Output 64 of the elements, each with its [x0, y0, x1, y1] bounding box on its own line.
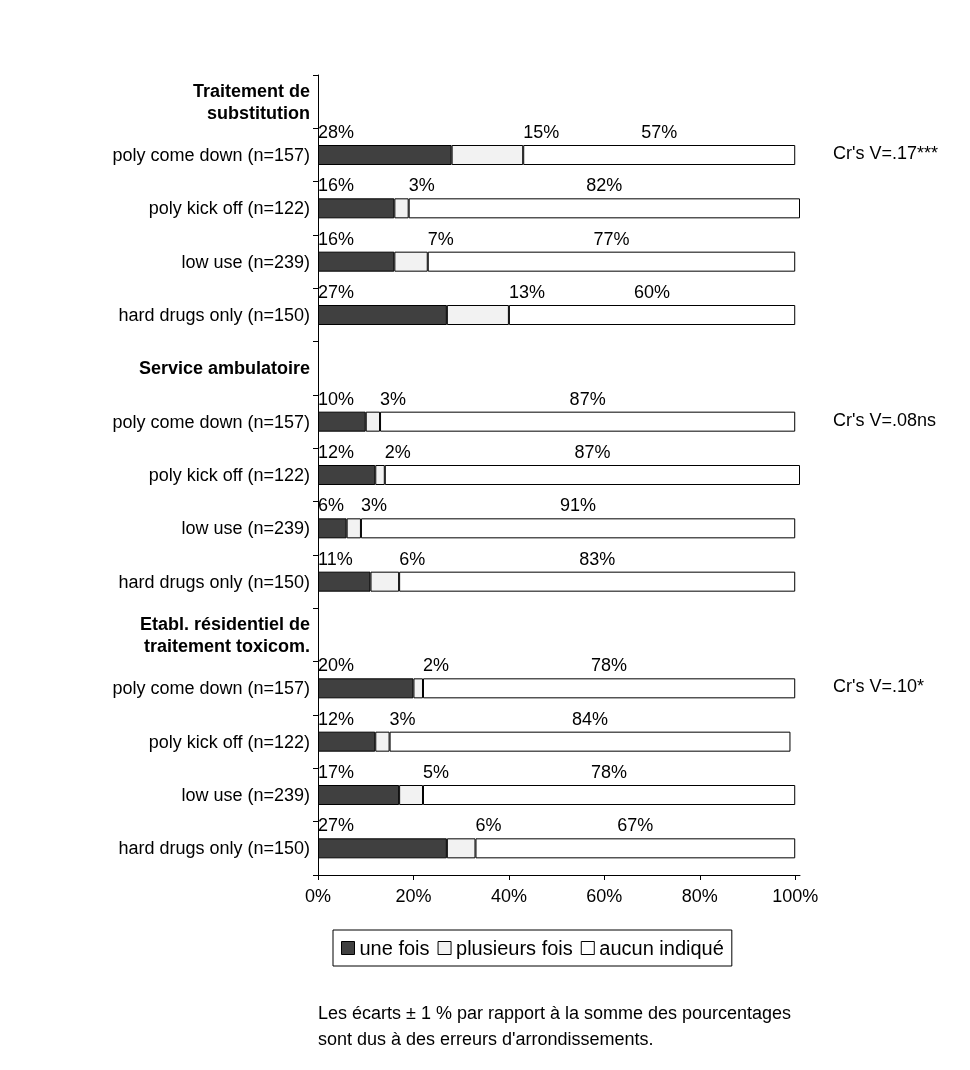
data-label: 3% — [389, 708, 416, 729]
data-label: 6% — [399, 548, 426, 569]
data-label: 10% — [318, 388, 355, 409]
data-label: 17% — [318, 762, 355, 782]
data-label: 20% — [318, 655, 355, 676]
data-label: 2% — [384, 442, 411, 462]
text: Cr's V=.08ns — [833, 409, 936, 430]
y-tick-label: hard drugs only (n=150) — [118, 838, 310, 859]
y-tick-label: poly come down (n=157) — [112, 145, 310, 165]
data-label: 11% — [318, 548, 353, 569]
data-label: 78% — [591, 655, 628, 676]
y-tick-label: poly kick off (n=122) — [148, 731, 310, 752]
data-label: 6% — [475, 815, 502, 836]
data-label: 57% — [641, 122, 678, 142]
data-label: 6% — [318, 495, 345, 516]
x-tick-label: 60% — [586, 886, 623, 906]
x-tick-label: 40% — [490, 886, 527, 906]
data-label: 87% — [574, 442, 611, 462]
data-label: 27% — [318, 282, 355, 302]
y-tick-label: poly kick off (n=122) — [148, 198, 310, 219]
y-tick-label: low use (n=239) — [181, 251, 310, 272]
data-label: 91% — [560, 495, 597, 516]
legend-label: une fois — [359, 937, 430, 959]
data-label: 67% — [617, 815, 654, 836]
data-label: 12% — [318, 442, 355, 462]
text: Cr's V=.17*** — [833, 143, 938, 163]
legend-label: plusieurs fois — [456, 937, 573, 959]
data-label: 82% — [586, 175, 623, 196]
y-tick-label: poly come down (n=157) — [112, 411, 310, 432]
x-tick-label: 80% — [681, 886, 718, 906]
data-label: 13% — [508, 282, 545, 302]
data-label: 77% — [593, 228, 630, 249]
data-label: 16% — [318, 175, 355, 196]
data-label: 3% — [360, 495, 387, 516]
data-label: 3% — [408, 175, 435, 196]
data-label: 78% — [591, 762, 628, 782]
data-label: 2% — [422, 655, 450, 676]
y-tick-label: poly come down (n=157) — [112, 678, 310, 699]
data-label: 3% — [380, 388, 407, 409]
data-label: 15% — [523, 122, 560, 142]
text: Les écarts ± 1 % par rapport à la somme des pourcentages sont dus à des erreurs d'arrondissements. — [318, 1003, 792, 1049]
x-tick-label: 0% — [304, 886, 332, 906]
y-tick-label: Traitement de substitution — [192, 80, 310, 123]
y-tick-label: poly kick off (n=122) — [148, 465, 310, 485]
y-tick-label: hard drugs only (n=150) — [118, 305, 310, 325]
x-tick-label: 20% — [395, 886, 432, 906]
data-label: 84% — [572, 708, 609, 729]
data-label: 28% — [318, 122, 355, 142]
y-tick-label: Service ambulatoire — [138, 358, 310, 379]
y-tick-label: low use (n=239) — [181, 518, 310, 539]
data-label: 12% — [318, 708, 355, 729]
y-tick-label: Etabl. résidentiel de traitement toxicom. — [139, 614, 310, 656]
data-label: 27% — [318, 815, 355, 836]
data-label: 60% — [634, 282, 671, 302]
x-tick-label: 100% — [772, 886, 819, 906]
data-label: 5% — [422, 762, 450, 782]
legend-label: aucun indiqué — [599, 937, 724, 959]
data-label: 87% — [569, 388, 606, 409]
data-label: 83% — [579, 548, 616, 569]
data-label: 16% — [318, 228, 355, 249]
data-label: 7% — [427, 228, 454, 249]
text: Cr's V=.10* — [833, 676, 924, 697]
y-tick-label: hard drugs only (n=150) — [118, 571, 310, 592]
y-tick-label: low use (n=239) — [181, 785, 310, 805]
